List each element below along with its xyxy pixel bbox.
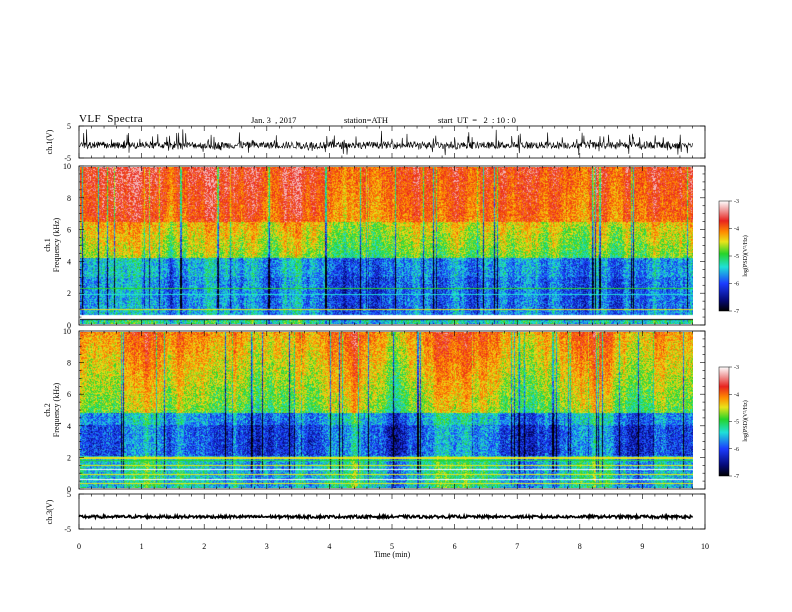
ch1-colorbar — [718, 200, 730, 312]
ch2-colorbar-label: log(PSD)(V²/Hz) — [742, 400, 749, 441]
date-label: Jan. 3 , 2017 — [251, 115, 297, 125]
start-time-label: start UT = 2 : 10 : 0 — [438, 115, 516, 125]
x-axis-label: Time (min) — [374, 550, 411, 559]
ch3-waveform-trace — [78, 512, 694, 522]
x-tick-label: 3 — [265, 542, 269, 551]
colorbar-tick-label: -4 — [734, 392, 739, 398]
y-tick-label: -5 — [64, 525, 71, 534]
ch1-waveform-panel — [78, 125, 706, 159]
y-tick-label: 5 — [67, 122, 71, 131]
y-tick-label: 0 — [67, 321, 71, 330]
ch3-waveform-ylabel: ch.3(V) — [45, 499, 54, 524]
y-tick-label: 8 — [67, 359, 71, 368]
ch2-spectrogram-ylabel-frequency: Frequency (kHz) — [52, 382, 61, 437]
colorbar-tick-label: -3 — [734, 365, 739, 371]
y-tick-label: -5 — [64, 154, 71, 163]
x-tick-label: 10 — [701, 542, 709, 551]
y-tick-label: 10 — [63, 327, 71, 336]
y-tick-label: 4 — [67, 257, 71, 266]
x-tick-label: 2 — [202, 542, 206, 551]
x-tick-label: 8 — [578, 542, 582, 551]
ch1-colorbar-label: log(PSD)(V²/Hz) — [742, 235, 749, 276]
colorbar-tick-label: -7 — [734, 309, 739, 315]
ch3-waveform-panel — [78, 493, 706, 530]
ch2-spectrogram-ylabel-channel: ch.2 — [43, 403, 52, 417]
colorbar-tick-label: -5 — [734, 254, 739, 260]
figure-title: VLF Spectra — [79, 113, 144, 125]
y-tick-label: 6 — [67, 226, 71, 235]
ch2-spectrogram-image — [80, 332, 693, 488]
ch1-waveform-trace — [78, 129, 693, 156]
y-tick-label: 8 — [67, 194, 71, 203]
ch1-spectrogram-ylabel-frequency: Frequency (kHz) — [52, 217, 61, 272]
station-label: station=ATH — [344, 115, 388, 125]
y-tick-label: 4 — [67, 422, 71, 431]
axis-ticks: 0 1 2 3 4 5 6 7 8 9 10024681002468105-55-5-3-4-5-6… — [63, 122, 739, 551]
colorbar-tick-label: -5 — [734, 420, 739, 426]
y-tick-label: 2 — [67, 453, 71, 462]
colorbar-tick-label: -4 — [734, 227, 739, 233]
y-tick-label: 0 — [67, 485, 71, 494]
ch2-colorbar — [718, 366, 730, 477]
y-tick-label: 10 — [63, 162, 71, 171]
x-tick-label: 6 — [453, 542, 457, 551]
ch1-waveform-ylabel: ch.1(V) — [45, 129, 54, 154]
x-tick-label: 9 — [640, 542, 644, 551]
x-tick-label: 1 — [140, 542, 144, 551]
x-tick-label: 5 — [390, 542, 394, 551]
colorbar-tick-label: -6 — [734, 282, 739, 288]
y-tick-label: 2 — [67, 289, 71, 298]
colorbar-tick-label: -6 — [734, 447, 739, 453]
x-tick-label: 7 — [515, 542, 519, 551]
ch1-spectrogram-ylabel-channel: ch.1 — [43, 238, 52, 252]
y-tick-label: 6 — [67, 390, 71, 399]
y-tick-label: 5 — [67, 490, 71, 499]
x-tick-label: 0 — [77, 542, 81, 551]
colorbar-tick-label: -7 — [734, 474, 739, 480]
ch1-spectrogram-image — [80, 167, 693, 324]
x-tick-label: 4 — [327, 542, 331, 551]
colorbar-tick-label: -3 — [734, 199, 739, 205]
